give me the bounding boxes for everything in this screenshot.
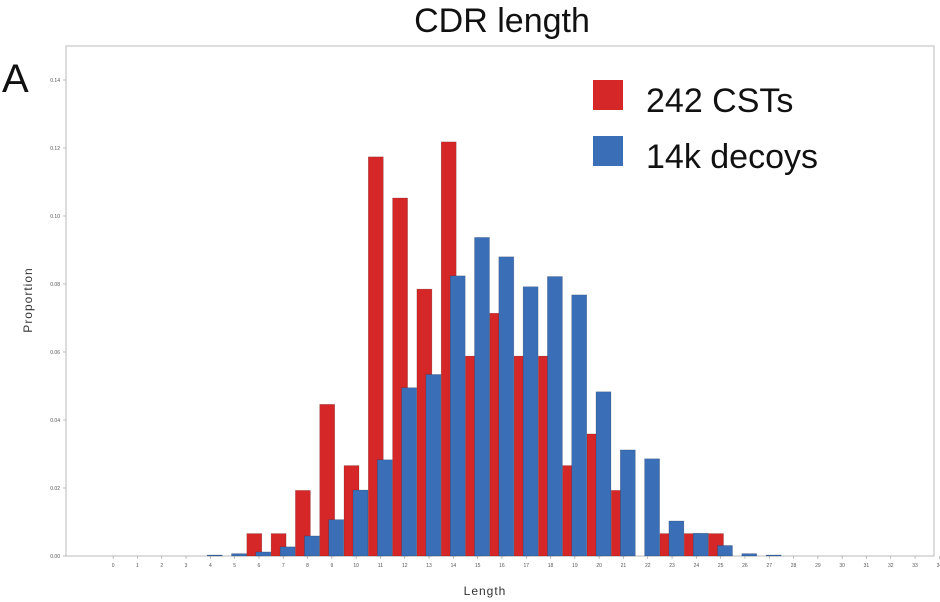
x-tick-label: 6 [258, 563, 261, 569]
bar-decoys [571, 294, 588, 557]
x-tick-label: 4 [209, 563, 212, 569]
legend: 242 CSTs 14k decoys [593, 80, 818, 176]
x-tick-label: 5 [233, 563, 236, 569]
x-tick-label: 14 [451, 563, 457, 569]
bar-decoys [206, 554, 223, 557]
bar-decoys [644, 458, 660, 557]
y-tick-label: 0.02 [50, 486, 60, 492]
bar-csts [319, 404, 336, 557]
x-tick-label: 29 [815, 563, 821, 569]
x-tick-label: 19 [572, 563, 578, 569]
x-tick-label: 11 [378, 563, 383, 569]
y-tick-label: 0.10 [50, 214, 60, 220]
bar-decoys [449, 275, 466, 557]
x-tick-label: 18 [548, 563, 554, 569]
x-tick-label: 31 [864, 563, 870, 569]
bar-decoys [425, 374, 442, 557]
panel-label: A [2, 57, 29, 101]
x-tick-label: 22 [645, 563, 651, 569]
x-tick-label: 16 [499, 563, 505, 569]
x-tick-label: 30 [839, 563, 845, 569]
x-axis-label: Length [464, 584, 507, 598]
bar-decoys [231, 553, 247, 557]
x-tick-label: 9 [330, 563, 333, 569]
x-tick-label: 8 [306, 563, 309, 569]
x-tick-label: 12 [402, 563, 408, 569]
x-tick-label: 10 [353, 563, 359, 569]
bar-decoys [741, 553, 758, 557]
x-tick-label: 21 [621, 563, 627, 569]
bar-decoys [619, 449, 636, 557]
y-tick-label: 0.12 [50, 146, 60, 152]
x-tick-label: 3 [185, 563, 188, 569]
x-tick-label: 13 [426, 563, 432, 569]
bar-decoys [765, 554, 782, 557]
x-tick-label: 27 [766, 563, 772, 569]
bar-decoys [304, 535, 320, 557]
bar-decoys [376, 459, 393, 557]
y-axis: 0.00 0.02 0.04 0.06 0.08 0.10 0.12 0.14 [50, 78, 66, 560]
bar-decoys [401, 387, 417, 557]
x-tick-label: 23 [669, 563, 675, 569]
x-tick-label: 24 [694, 563, 700, 569]
bar-decoys [255, 551, 272, 557]
bar-decoys [717, 545, 733, 557]
legend-swatch-decoys [593, 136, 623, 166]
bar-decoys [328, 519, 345, 557]
y-tick-label: 0.00 [50, 554, 60, 560]
bar-decoys [595, 391, 612, 557]
x-tick-label: 20 [596, 563, 602, 569]
x-tick-label: 33 [912, 563, 918, 569]
bar-decoys [547, 276, 563, 557]
bar-csts [367, 156, 384, 557]
y-tick-label: 0.14 [50, 78, 60, 84]
y-tick-label: 0.08 [50, 282, 60, 288]
x-tick-label: 7 [282, 563, 285, 569]
bars-group [206, 141, 782, 557]
legend-label-decoys: 14k decoys [646, 138, 818, 176]
chart-title: CDR length [414, 2, 590, 40]
bar-decoys [522, 286, 539, 557]
x-axis: 0 1 2 3 4 5 6 7 8 9 10 11 12 13 14 15 16 17 18 19 20 21 22 23 24… [112, 556, 940, 569]
x-tick-label: 15 [475, 563, 481, 569]
bar-decoys [474, 237, 490, 557]
y-axis-label: Proportion [21, 267, 35, 332]
bar-decoys [692, 532, 709, 557]
x-tick-label: 17 [523, 563, 529, 569]
x-tick-label: 2 [160, 563, 163, 569]
x-tick-label: 1 [136, 563, 139, 569]
x-tick-label: 25 [718, 563, 724, 569]
x-tick-label: 32 [888, 563, 894, 569]
legend-label-csts: 242 CSTs [646, 82, 793, 120]
bar-decoys [352, 489, 369, 557]
x-tick-label: 28 [791, 563, 797, 569]
x-tick-label: 0 [112, 563, 115, 569]
y-tick-label: 0.04 [50, 418, 60, 424]
bar-decoys [498, 256, 515, 557]
y-tick-label: 0.06 [50, 350, 60, 356]
bar-csts [246, 533, 263, 557]
bar-decoys [668, 520, 685, 557]
bar-decoys [279, 546, 296, 557]
x-tick-label: 34 [937, 563, 940, 569]
legend-swatch-csts [593, 80, 623, 110]
x-tick-label: 26 [742, 563, 748, 569]
